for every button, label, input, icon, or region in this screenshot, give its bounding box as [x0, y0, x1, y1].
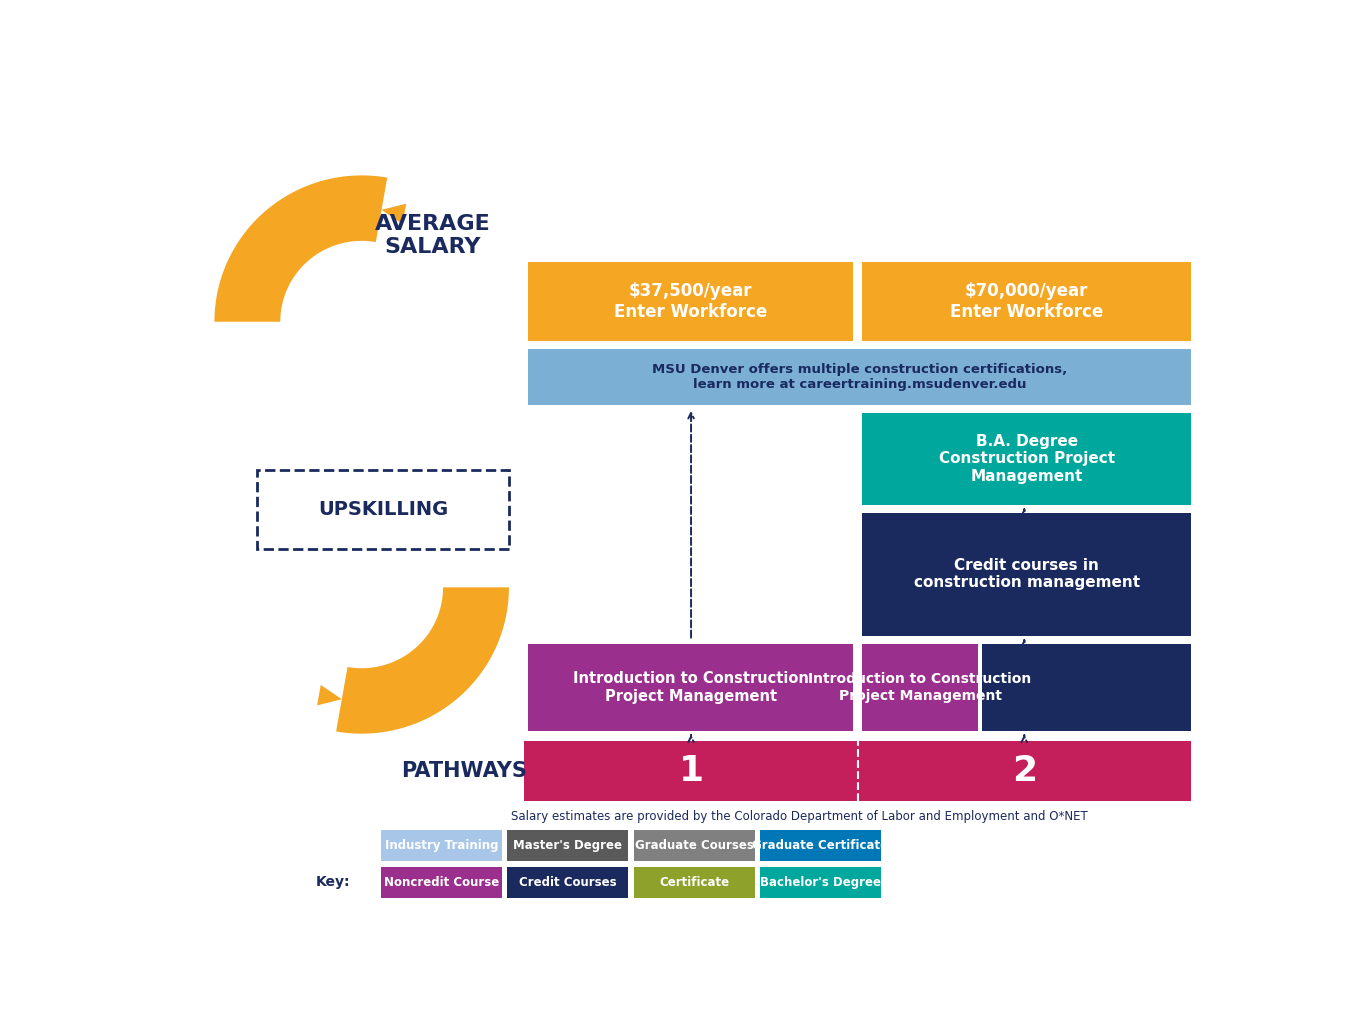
- Bar: [508, 867, 628, 898]
- Text: Graduate Courses: Graduate Courses: [635, 839, 753, 852]
- Bar: [862, 262, 1190, 341]
- Polygon shape: [336, 587, 509, 734]
- Text: Master's Degree: Master's Degree: [513, 839, 622, 852]
- Text: Salary estimates are provided by the Colorado Department of Labor and Employment: Salary estimates are provided by the Col…: [511, 809, 1088, 822]
- Bar: [381, 829, 503, 861]
- Text: PATHWAYS: PATHWAYS: [400, 760, 527, 781]
- Bar: [633, 867, 755, 898]
- Bar: [528, 262, 853, 341]
- Bar: [982, 644, 1190, 732]
- Text: Noncredit Course: Noncredit Course: [384, 875, 498, 889]
- Text: 2: 2: [1012, 754, 1036, 788]
- Text: $37,500/year
Enter Workforce: $37,500/year Enter Workforce: [614, 282, 767, 321]
- Polygon shape: [381, 204, 406, 224]
- Bar: [862, 644, 978, 732]
- Bar: [862, 413, 1190, 505]
- Bar: [508, 829, 628, 861]
- Text: Certificate: Certificate: [659, 875, 729, 889]
- Text: Key:: Key:: [316, 875, 350, 890]
- Text: Credit Courses: Credit Courses: [519, 875, 617, 889]
- Text: MSU Denver offers multiple construction certifications,
learn more at careertrai: MSU Denver offers multiple construction …: [652, 363, 1068, 390]
- Text: Introduction to Construction
Project Management: Introduction to Construction Project Man…: [809, 673, 1031, 702]
- Bar: [760, 867, 881, 898]
- Bar: [760, 829, 881, 861]
- Bar: [528, 644, 853, 732]
- Text: 1: 1: [678, 754, 704, 788]
- Bar: [381, 867, 503, 898]
- Polygon shape: [214, 175, 387, 322]
- Text: Bachelor's Degree: Bachelor's Degree: [760, 875, 881, 889]
- Polygon shape: [317, 685, 342, 705]
- Text: UPSKILLING: UPSKILLING: [317, 499, 448, 519]
- Bar: [528, 348, 1190, 405]
- Text: $70,000/year
Enter Workforce: $70,000/year Enter Workforce: [951, 282, 1103, 321]
- Bar: [633, 829, 755, 861]
- Text: B.A. Degree
Construction Project
Management: B.A. Degree Construction Project Managem…: [938, 434, 1114, 484]
- Text: Introduction to Construction
Project Management: Introduction to Construction Project Man…: [573, 672, 809, 704]
- Text: Graduate Certificate: Graduate Certificate: [752, 839, 888, 852]
- Text: Credit courses in
construction management: Credit courses in construction managemen…: [914, 558, 1140, 590]
- Text: AVERAGE
SALARY: AVERAGE SALARY: [375, 214, 490, 257]
- Text: Industry Training: Industry Training: [384, 839, 498, 852]
- Bar: [862, 513, 1190, 636]
- Bar: [524, 741, 1190, 801]
- Bar: [257, 470, 509, 549]
